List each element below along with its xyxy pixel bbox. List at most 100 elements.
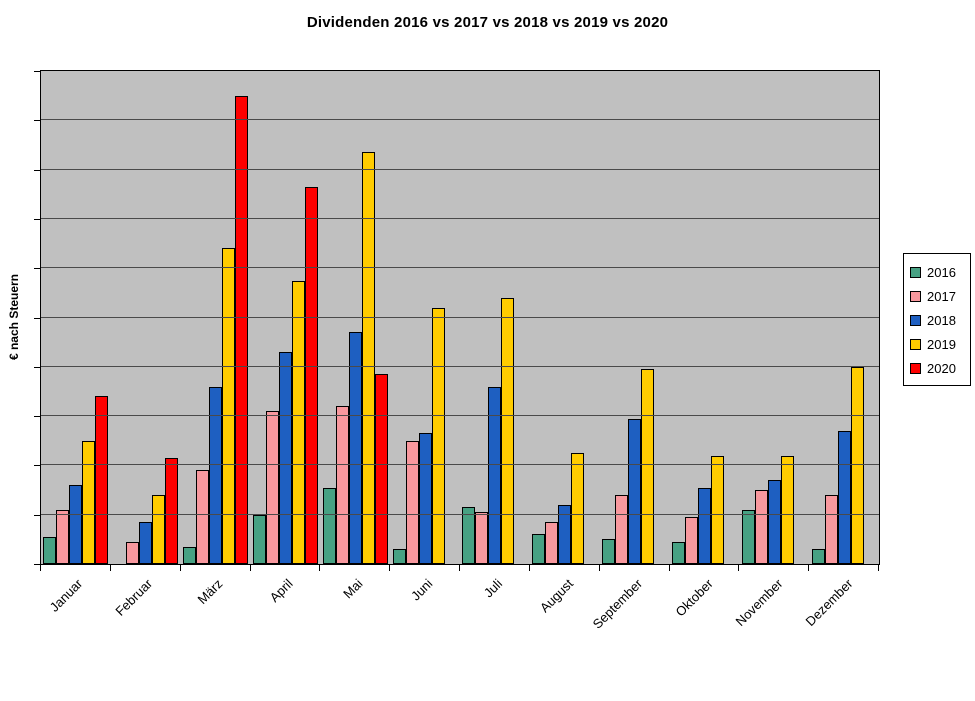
bar-2017-Februar — [126, 541, 140, 564]
bar-2016-Dezember — [811, 549, 825, 564]
bar-2018-April — [278, 352, 292, 564]
x-axis-tick — [179, 565, 181, 571]
bar-2019-November — [780, 455, 794, 564]
bar-2018-Juli — [488, 386, 502, 564]
legend-label: 2019 — [927, 336, 956, 352]
x-axis-tick — [528, 565, 530, 571]
x-axis-label-cell: Juni — [390, 573, 460, 693]
x-axis-label-cell: Dezember — [803, 573, 880, 693]
legend-item-2017: 2017 — [910, 284, 965, 308]
bar-2017-Juli — [475, 512, 489, 564]
x-axis-label-cell: Juli — [460, 573, 530, 693]
x-axis-tick — [808, 565, 810, 571]
x-axis-label-cell: Mai — [320, 573, 390, 693]
bar-2018-Juni — [418, 433, 432, 564]
gridline — [41, 168, 879, 170]
bar-group-Juli — [460, 71, 530, 564]
x-axis-label: August — [536, 576, 576, 616]
legend-swatch — [910, 362, 921, 374]
bar-2019-Mai — [361, 152, 375, 564]
bar-2017-November — [754, 490, 768, 564]
gridline — [41, 513, 879, 515]
bar-group-Juni — [390, 71, 460, 564]
y-axis-tick — [34, 465, 40, 467]
x-axis-label: Juni — [408, 576, 436, 604]
x-axis-label: November — [732, 576, 786, 630]
bar-2016-April — [252, 514, 266, 564]
x-axis-tick — [40, 565, 41, 571]
x-axis-label: März — [194, 576, 226, 608]
y-axis-tick — [34, 120, 40, 122]
x-axis-tick — [389, 565, 391, 571]
bar-2020-Januar — [95, 396, 109, 564]
bar-2016-August — [532, 534, 546, 564]
x-axis-label-cell: Oktober — [670, 573, 740, 693]
x-axis-tick — [738, 565, 740, 571]
bar-2020-Mai — [374, 374, 388, 564]
bar-groups — [41, 71, 879, 564]
y-axis-label: € nach Steuern — [7, 274, 21, 361]
y-axis-tick — [34, 416, 40, 418]
bar-group-März — [181, 71, 251, 564]
legend-label: 2016 — [927, 264, 956, 280]
y-axis-tick — [34, 514, 40, 516]
bar-2018-August — [558, 504, 572, 564]
bar-2019-August — [571, 453, 585, 564]
bar-2016-März — [183, 546, 197, 564]
chart-title: Dividenden 2016 vs 2017 vs 2018 vs 2019 … — [306, 14, 669, 31]
x-axis-label-cell: Februar — [110, 573, 180, 693]
x-axis-tick — [668, 565, 670, 571]
x-axis-label-cell: September — [590, 573, 670, 693]
x-axis-tick — [109, 565, 111, 571]
y-axis-tick — [34, 268, 40, 270]
bar-group-Dezember — [809, 71, 879, 564]
gridline — [41, 119, 879, 121]
bar-2019-März — [222, 248, 236, 564]
legend-swatch — [910, 338, 921, 350]
bar-2018-Mai — [348, 332, 362, 564]
x-axis-label: Juli — [481, 576, 506, 601]
gridline — [41, 415, 879, 417]
y-axis-tick — [34, 71, 40, 72]
plot-area — [34, 70, 880, 571]
bar-2016-November — [741, 509, 755, 564]
y-axis-tick — [34, 218, 40, 220]
bar-2016-Oktober — [671, 541, 685, 564]
bar-2019-Dezember — [850, 366, 864, 564]
legend-item-2018: 2018 — [910, 308, 965, 332]
gridline — [41, 365, 879, 367]
bar-2018-Januar — [69, 485, 83, 564]
x-axis-tick — [459, 565, 460, 571]
bar-2018-September — [628, 418, 642, 564]
bar-group-August — [530, 71, 600, 564]
bar-group-Februar — [111, 71, 181, 564]
bar-2018-Dezember — [837, 430, 851, 564]
legend-item-2019: 2019 — [910, 332, 965, 356]
x-axis-tick — [878, 565, 879, 571]
legend-swatch — [910, 314, 921, 326]
bar-group-Oktober — [669, 71, 739, 564]
bar-group-Januar — [41, 71, 111, 564]
x-axis-label-cell: November — [733, 573, 810, 693]
y-axis-tick — [34, 317, 40, 319]
x-axis-label: Januar — [46, 576, 86, 615]
bar-group-Mai — [320, 71, 390, 564]
x-axis-label: April — [266, 576, 296, 606]
bar-2019-Oktober — [710, 455, 724, 564]
legend-item-2016: 2016 — [910, 260, 965, 284]
x-axis-label-cell: März — [180, 573, 250, 693]
y-axis-tick — [34, 169, 40, 171]
legend: 2016 2017 2018 2019 2020 — [903, 253, 971, 386]
gridline — [41, 217, 879, 219]
x-axis-label-cell: August — [530, 573, 600, 693]
x-axis-tick — [598, 565, 600, 571]
bar-2017-Juni — [405, 440, 419, 564]
gridline — [41, 464, 879, 466]
y-axis-tick — [34, 564, 40, 565]
legend-swatch — [910, 266, 921, 278]
bar-2020-März — [235, 95, 249, 564]
bar-2018-Februar — [139, 522, 153, 564]
bar-2019-Juni — [431, 307, 445, 564]
x-axis-label-cell: Januar — [40, 573, 110, 693]
x-axis-label-cell: April — [250, 573, 320, 693]
